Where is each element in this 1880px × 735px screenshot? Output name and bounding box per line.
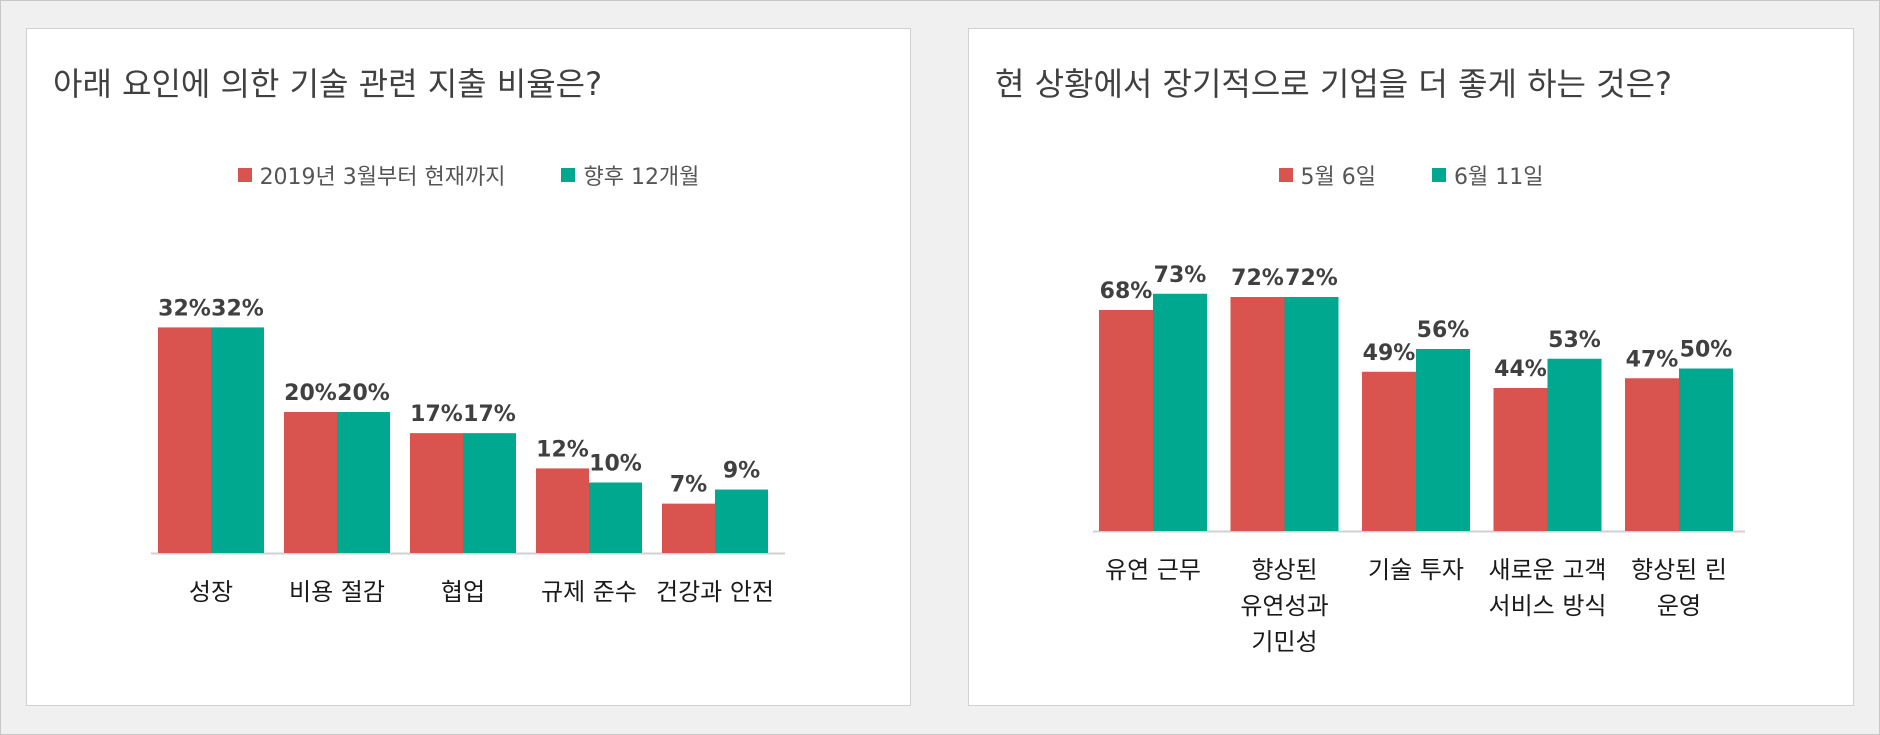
- chart-panel-tech-spending: 아래 요인에 의한 기술 관련 지출 비율은? 2019년 3월부터 현재까지 …: [26, 28, 911, 706]
- data-label: 20%: [284, 381, 337, 406]
- data-label: 49%: [1363, 341, 1416, 366]
- data-label: 20%: [337, 381, 390, 406]
- bar-series1: [410, 433, 463, 553]
- bar-series2: [1416, 349, 1470, 531]
- data-label: 53%: [1548, 328, 1601, 353]
- data-label: 50%: [1680, 338, 1733, 363]
- data-label: 10%: [589, 452, 642, 477]
- data-label: 32%: [211, 296, 264, 321]
- legend-label-series1: 2019년 3월부터 현재까지: [259, 165, 506, 190]
- legend-label-series2: 6월 11일: [1454, 165, 1544, 190]
- bar-series1: [1362, 371, 1416, 531]
- chart-legend: 2019년 3월부터 현재까지 향후 12개월: [27, 159, 910, 191]
- chart-panel-long-term-better: 현 상황에서 장기적으로 기업을 더 좋게 하는 것은? 5월 6일 6월 11…: [968, 28, 1854, 706]
- category-label: 건강과 안전: [656, 578, 774, 606]
- legend-item-series2: 향후 12개월: [561, 159, 699, 191]
- data-label: 44%: [1494, 357, 1547, 382]
- data-label: 17%: [410, 402, 463, 427]
- legend-swatch-series1: [237, 168, 252, 182]
- legend-swatch-series2: [1432, 168, 1446, 182]
- category-label: 운영: [1657, 592, 1701, 620]
- category-label: 향상된 린: [1631, 556, 1727, 584]
- data-label: 32%: [158, 296, 211, 321]
- data-label: 17%: [463, 402, 516, 427]
- data-label: 73%: [1154, 263, 1207, 288]
- category-label: 유연성과: [1240, 592, 1328, 620]
- legend-item-series1: 2019년 3월부터 현재까지: [237, 159, 506, 191]
- bar-series1: [1625, 378, 1679, 531]
- bar-chart-tech-spending: 32% 32% 성장 20% 20% 비용 절감 17% 17% 협업 12%10% 규제 준수 7%…: [151, 296, 785, 606]
- data-label: 7%: [670, 473, 707, 498]
- bar-series1: [1230, 297, 1285, 531]
- bar-series2: [1153, 293, 1207, 531]
- bar-series2: [1547, 358, 1602, 531]
- category-label: 규제 준수: [541, 578, 637, 606]
- data-label: 12%: [536, 437, 589, 462]
- bar-series2: [1284, 297, 1339, 531]
- chart-title: 아래 요인에 의한 기술 관련 지출 비율은?: [53, 65, 603, 103]
- category-label: 기술 투자: [1368, 556, 1464, 584]
- category-label: 새로운 고객: [1488, 556, 1606, 584]
- bar-series2: [589, 482, 642, 553]
- data-label: 72%: [1285, 266, 1338, 291]
- legend-item-series2: 6월 11일: [1432, 159, 1543, 191]
- bar-series1: [1099, 310, 1153, 531]
- category-label: 향상된: [1251, 556, 1317, 584]
- bar-series2: [463, 433, 516, 553]
- category-label: 성장: [189, 578, 233, 606]
- bar-series1: [536, 468, 589, 553]
- bar-series2: [715, 489, 768, 553]
- bar-series1: [158, 327, 211, 553]
- category-label: 비용 절감: [289, 578, 385, 606]
- data-label: 68%: [1100, 279, 1153, 304]
- category-label: 유연 근무: [1105, 556, 1201, 584]
- bar-series1: [1493, 388, 1548, 531]
- bar-series2: [1679, 368, 1733, 531]
- category-label: 기민성: [1251, 628, 1317, 656]
- category-label: 협업: [441, 578, 485, 606]
- data-label: 47%: [1626, 347, 1679, 372]
- chart-title: 현 상황에서 장기적으로 기업을 더 좋게 하는 것은?: [995, 65, 1672, 103]
- data-label: 56%: [1417, 318, 1470, 343]
- legend-label-series2: 향후 12개월: [583, 165, 700, 190]
- bar-series1: [284, 412, 337, 553]
- bar-series2: [211, 327, 264, 553]
- data-label: 9%: [723, 459, 760, 484]
- legend-item-series1: 5월 6일: [1278, 159, 1376, 191]
- bar-series1: [662, 503, 715, 553]
- category-label: 서비스 방식: [1488, 592, 1606, 620]
- chart-legend: 5월 6일 6월 11일: [969, 159, 1853, 191]
- bar-series2: [337, 412, 390, 553]
- legend-swatch-series1: [1278, 168, 1293, 182]
- data-label: 72%: [1231, 266, 1284, 291]
- legend-label-series1: 5월 6일: [1300, 165, 1376, 190]
- legend-swatch-series2: [561, 168, 576, 182]
